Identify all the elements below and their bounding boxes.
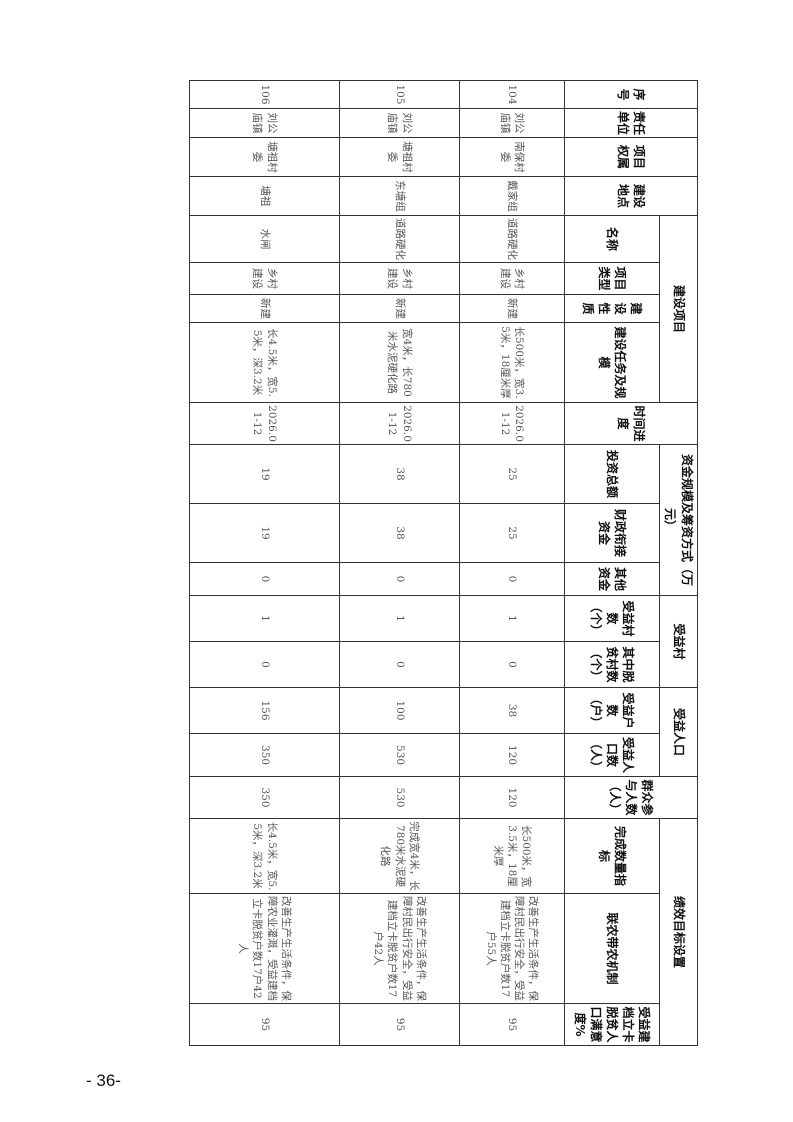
project-table: 序号 责任单位 项目权属 建设地点 建设项目 时间进度 资金规模及筹资方式（万元…: [189, 80, 698, 1046]
cell-location: 戴家组: [459, 176, 565, 216]
cell-total: 38: [339, 444, 460, 504]
header-type: 项目类型: [564, 262, 660, 295]
cell-quantity: 长500米，宽3.5米，18厘米厚: [459, 818, 565, 894]
cell-total: 19: [189, 444, 340, 504]
cell-ownership: 南保村委: [459, 137, 565, 177]
cell-name: 道路硬化: [459, 215, 565, 263]
header-people: 受益人口数（人）: [564, 733, 660, 777]
cell-villages: 1: [339, 595, 460, 642]
cell-people: 350: [189, 733, 340, 777]
cell-name: 水闸: [189, 215, 340, 263]
cell-poor-villages: 0: [189, 641, 340, 688]
header-unit: 责任单位: [564, 108, 698, 138]
cell-schedule: 2026.01-12: [339, 402, 460, 445]
cell-total: 25: [459, 444, 565, 504]
cell-households: 156: [189, 687, 340, 734]
cell-scale: 长4.5米，宽5.5米，深3.2米: [189, 322, 340, 403]
cell-poor-villages: 0: [339, 641, 460, 688]
cell-unit: 刘公庙镇: [189, 108, 340, 138]
cell-villages: 1: [459, 595, 565, 642]
cell-mechanism: 改善生产生活条件，保障村民出行安全，受益建档立卡脱贫户数17户42人: [339, 893, 460, 1004]
cell-other: 0: [459, 562, 565, 596]
header-mechanism: 联农带农机制: [564, 893, 660, 1004]
cell-participants: 530: [339, 776, 460, 819]
cell-people: 120: [459, 733, 565, 777]
cell-type: 乡村建设: [339, 262, 460, 295]
table-row: 105 刘公庙镇 塘祖村委 东塘组 道路硬化 乡村建设 新建 宽4米，长780米水泥硬化路 20…: [339, 80, 460, 1046]
cell-unit: 刘公庙镇: [459, 108, 565, 138]
cell-location: 东塘组: [339, 176, 460, 216]
header-location: 建设地点: [564, 176, 698, 216]
cell-mechanism: 改善生产生活条件，保障农业灌溉，受益建档立卡脱贫户数17户42人: [189, 893, 340, 1004]
cell-location: 塘祖: [189, 176, 340, 216]
cell-scale: 宽4米，长780米水泥硬化路: [339, 322, 460, 403]
table-row: 106 刘公庙镇 塘祖村委 塘祖 水闸 乡村建设 新建 长4.5米，宽5.5米，深3.2米 20…: [189, 80, 340, 1046]
header-funding: 资金规模及筹资方式（万元）: [659, 444, 698, 596]
cell-unit: 刘公庙镇: [339, 108, 460, 138]
header-population: 受益人口: [659, 687, 698, 777]
cell-fiscal: 19: [189, 503, 340, 563]
cell-mechanism: 改善生产生活条件，保障村民出行安全，受益建档立卡脱贫户数17户55人: [459, 893, 565, 1004]
cell-households: 38: [459, 687, 565, 734]
header-nature: 建设性质: [564, 294, 660, 323]
header-group-row: 序号 责任单位 项目权属 建设地点 建设项目 时间进度 资金规模及筹资方式（万元…: [564, 80, 698, 1046]
header-seq: 序号: [564, 80, 698, 109]
cell-nature: 新建: [459, 294, 565, 323]
cell-households: 100: [339, 687, 460, 734]
cell-participants: 120: [459, 776, 565, 819]
cell-other: 0: [189, 562, 340, 596]
cell-schedule: 2026.01-12: [189, 402, 340, 445]
cell-fiscal: 38: [339, 503, 460, 563]
table-row: 104 刘公庙镇 南保村委 戴家组 道路硬化 乡村建设 新建 长500米，宽3.5米，18厘米…: [459, 80, 565, 1046]
header-satisfaction: 受益建档立卡脱贫人口满意度%: [564, 1003, 660, 1046]
header-fiscal: 财政衔接资金: [564, 503, 660, 563]
header-quantity: 完成数量指标: [564, 818, 660, 894]
cell-seq: 106: [189, 80, 340, 109]
cell-other: 0: [339, 562, 460, 596]
header-name: 名称: [564, 215, 660, 263]
cell-type: 乡村建设: [459, 262, 565, 295]
header-performance: 绩效目标设置: [659, 818, 698, 1046]
cell-ownership: 塘祖村委: [189, 137, 340, 177]
cell-nature: 新建: [189, 294, 340, 323]
header-villages: 受益村数（个）: [564, 595, 660, 642]
cell-quantity: 完成宽4米，长780米水泥硬化路: [339, 818, 460, 894]
cell-satisfaction: 95: [189, 1003, 340, 1046]
cell-satisfaction: 95: [339, 1003, 460, 1046]
cell-fiscal: 25: [459, 503, 565, 563]
page-number: - 36-: [86, 1071, 121, 1090]
cell-seq: 104: [459, 80, 565, 109]
cell-people: 530: [339, 733, 460, 777]
header-project: 建设项目: [659, 215, 698, 403]
cell-scale: 长500米，宽3.5米，18厘米厚: [459, 322, 565, 403]
header-poor-villages: 其中脱贫村数（个）: [564, 641, 660, 688]
cell-villages: 1: [189, 595, 340, 642]
cell-schedule: 2026.01-12: [459, 402, 565, 445]
cell-seq: 105: [339, 80, 460, 109]
header-other: 其他资金: [564, 562, 660, 596]
header-ownership: 项目权属: [564, 137, 698, 177]
cell-ownership: 塘祖村委: [339, 137, 460, 177]
cell-participants: 350: [189, 776, 340, 819]
header-participants: 群众参与人数（人）: [564, 776, 698, 819]
header-village: 受益村: [659, 595, 698, 688]
cell-satisfaction: 95: [459, 1003, 565, 1046]
header-total: 投资总额: [564, 444, 660, 504]
header-scale: 建设任务及规模: [564, 322, 660, 403]
header-sub-row: 名称 项目类型 建设性质 建设任务及规模 投资总额 财政衔接资金 其他资金 受益…: [564, 81, 660, 1046]
cell-name: 道路硬化: [339, 215, 460, 263]
header-households: 受益户数（户）: [564, 687, 660, 734]
cell-poor-villages: 0: [459, 641, 565, 688]
header-schedule: 时间进度: [564, 402, 698, 445]
cell-nature: 新建: [339, 294, 460, 323]
cell-type: 乡村建设: [189, 262, 340, 295]
rotated-table-container: 序号 责任单位 项目权属 建设地点 建设项目 时间进度 资金规模及筹资方式（万元…: [189, 80, 698, 1046]
cell-quantity: 长4.5米，宽5.5米，深3.2米: [189, 818, 340, 894]
